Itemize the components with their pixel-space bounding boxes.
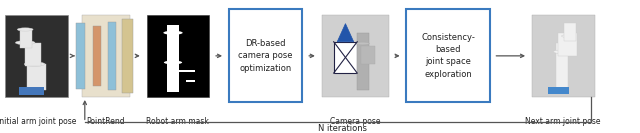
Bar (532, 15, 595, 97)
Bar (333, 42, 357, 73)
Circle shape (561, 35, 575, 38)
Bar (20, 30, 32, 48)
Bar (109, 22, 116, 90)
Bar (76, 23, 85, 89)
Bar (93, 26, 101, 86)
Bar (147, 15, 209, 97)
Text: PointRend: PointRend (86, 117, 125, 126)
Bar (564, 23, 577, 41)
Bar (356, 33, 369, 90)
Text: Robot arm mask: Robot arm mask (147, 117, 209, 126)
Circle shape (356, 42, 369, 45)
Polygon shape (337, 24, 354, 42)
Bar (25, 43, 41, 66)
Circle shape (15, 41, 35, 45)
Text: N iterations: N iterations (318, 124, 367, 133)
Bar (27, 64, 46, 90)
Circle shape (163, 31, 182, 35)
Circle shape (164, 61, 182, 64)
Bar (168, 24, 179, 92)
Text: Sec IV-B: Sec IV-B (245, 0, 286, 1)
Text: Sec IV-C: Sec IV-C (428, 0, 468, 1)
Bar (406, 9, 490, 102)
Circle shape (554, 50, 573, 54)
Bar (176, 70, 195, 72)
Bar (556, 43, 568, 89)
Circle shape (24, 62, 45, 66)
Text: Consistency-
based
joint space
exploration: Consistency- based joint space explorati… (421, 33, 475, 79)
Text: Camera pose: Camera pose (330, 117, 380, 126)
Bar (360, 46, 375, 64)
Bar (122, 19, 133, 93)
Bar (186, 80, 195, 82)
Bar (322, 15, 389, 97)
Bar (19, 87, 44, 95)
Bar (558, 33, 577, 56)
Bar (82, 15, 129, 97)
Text: Initial arm joint pose: Initial arm joint pose (0, 117, 76, 126)
Text: Next arm joint pose: Next arm joint pose (525, 117, 601, 126)
Circle shape (17, 28, 33, 31)
Bar (548, 87, 570, 94)
Bar (229, 9, 302, 102)
Text: DR-based
camera pose
optimization: DR-based camera pose optimization (238, 39, 293, 72)
Bar (5, 15, 68, 97)
